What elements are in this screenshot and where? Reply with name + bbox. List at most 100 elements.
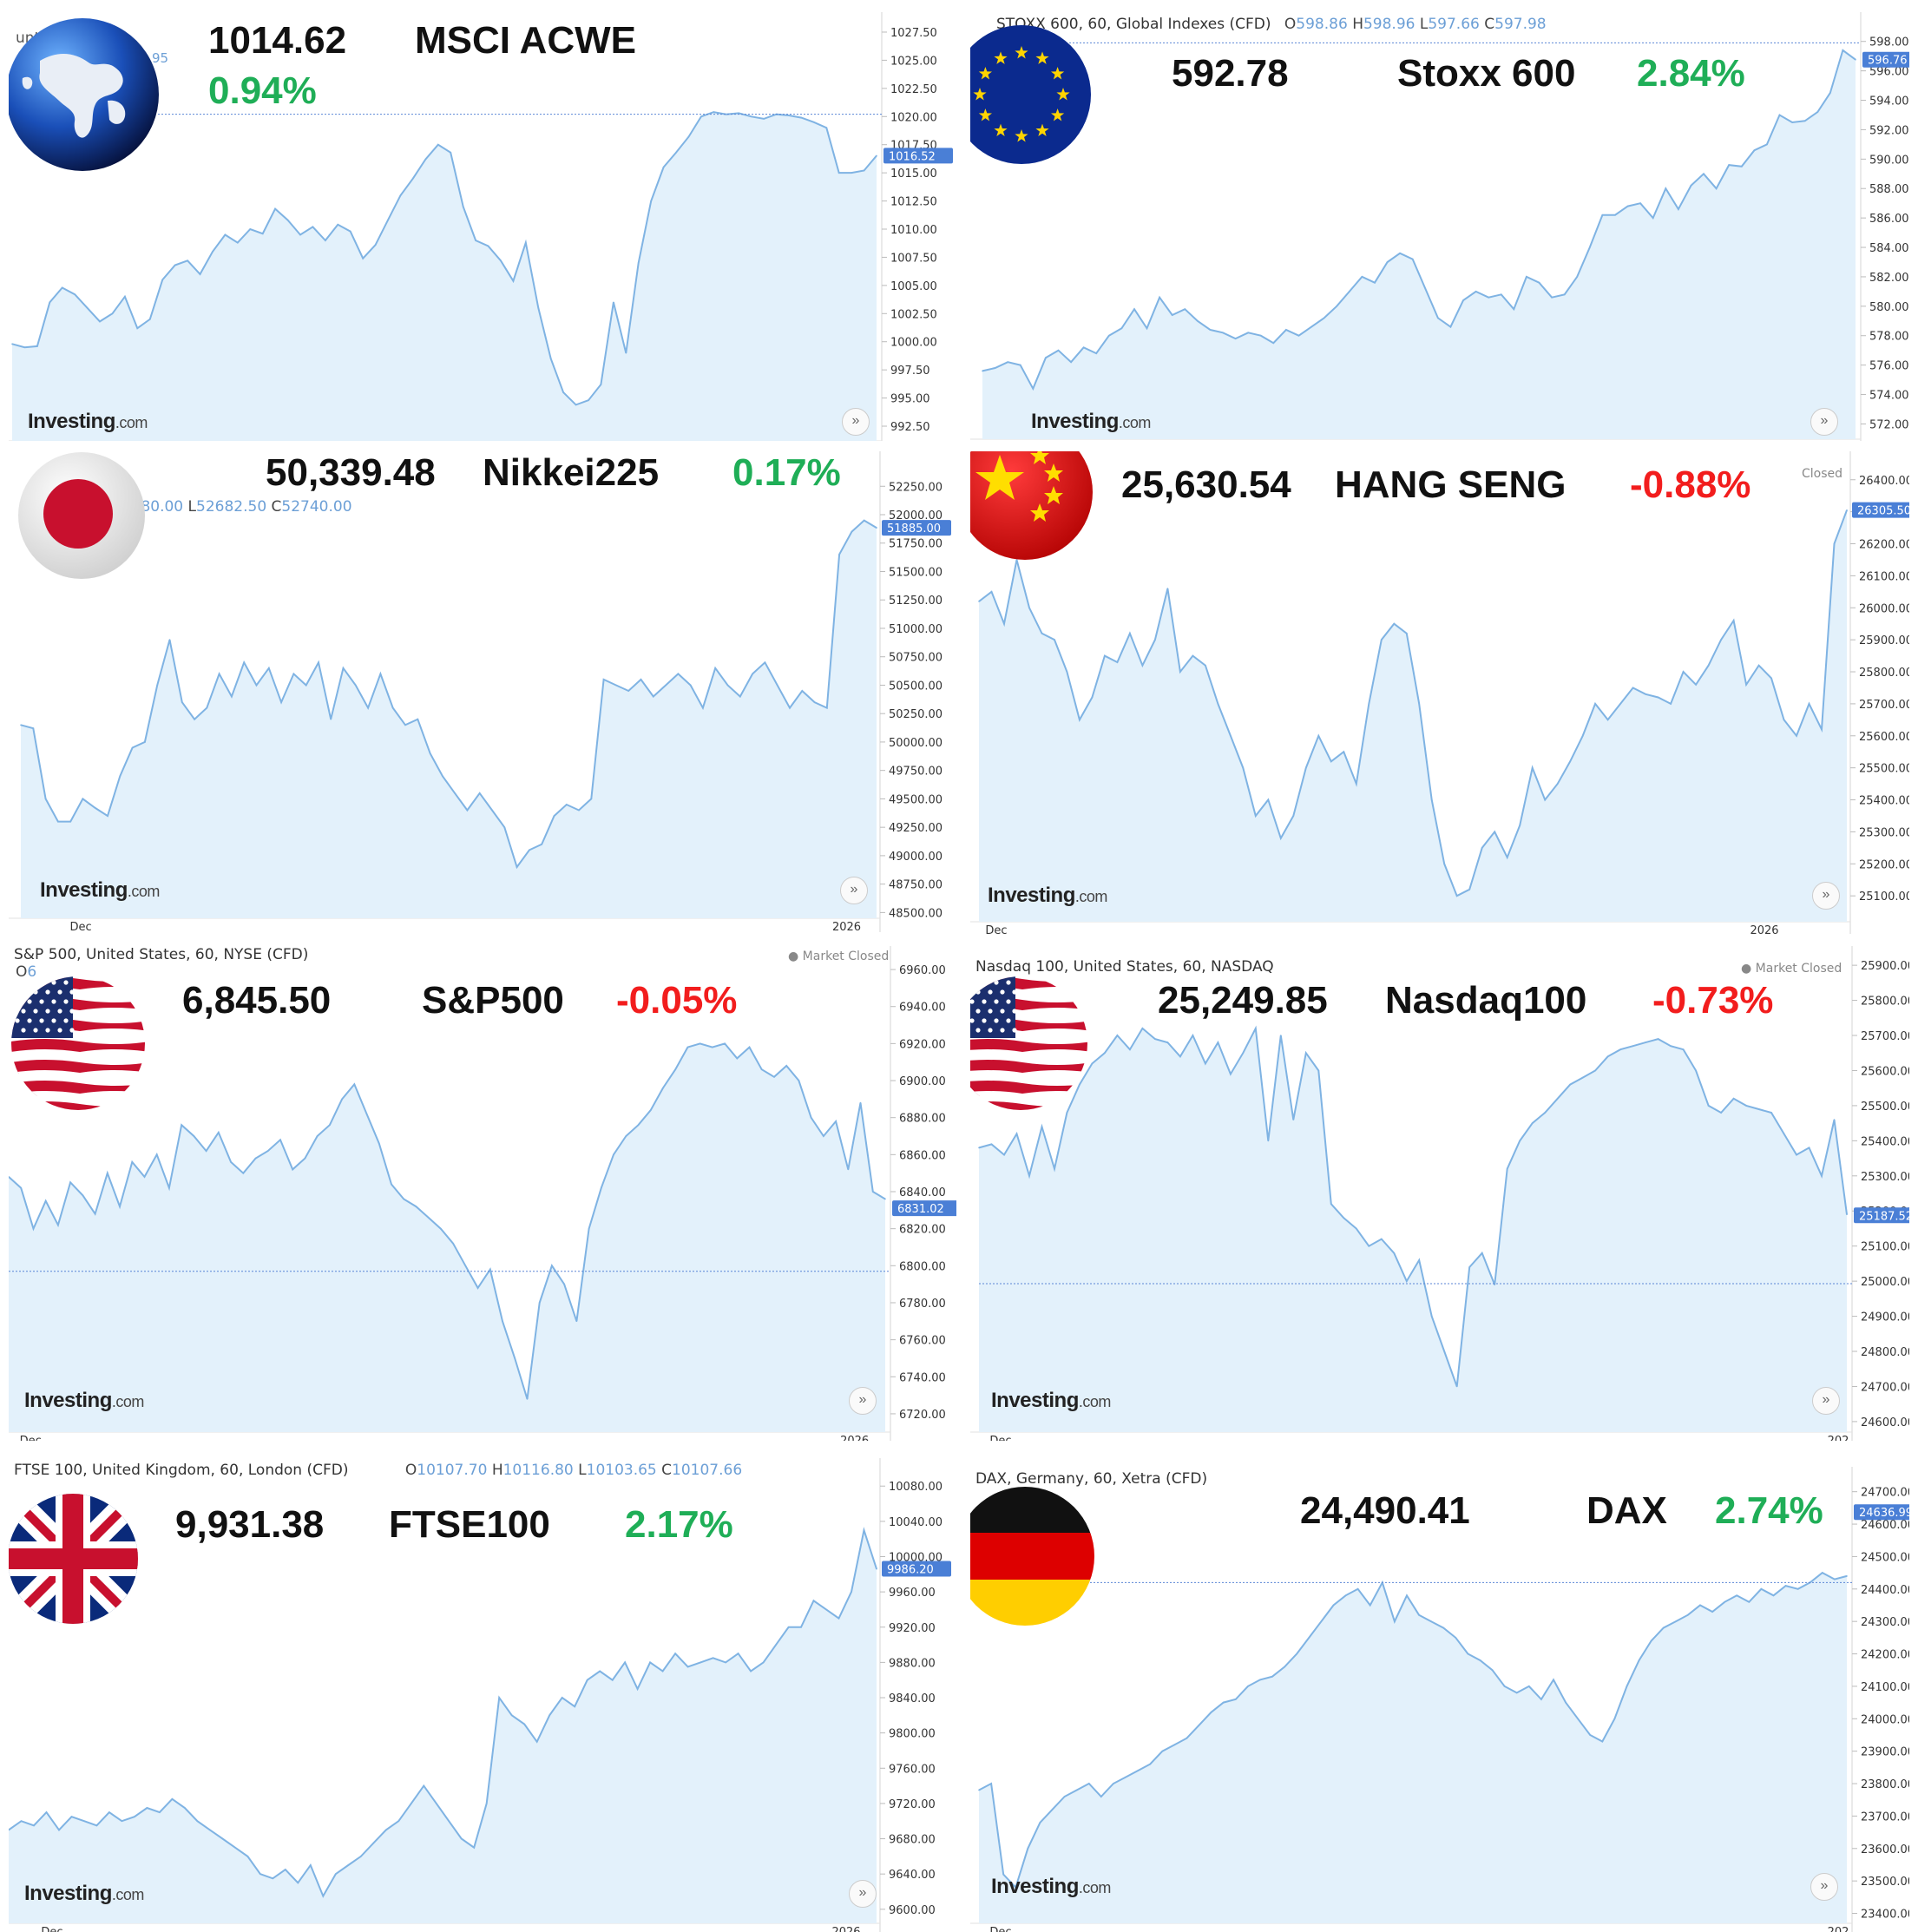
data-point bbox=[9, 1829, 10, 1831]
data-point bbox=[367, 706, 369, 709]
data-point bbox=[1210, 1712, 1212, 1713]
data-point bbox=[70, 1816, 73, 1817]
chart-header-text: DAX, Germany, 60, Xetra (CFD) bbox=[975, 1470, 1208, 1488]
data-point bbox=[310, 1864, 312, 1866]
series-area bbox=[12, 112, 877, 441]
data-point bbox=[108, 1811, 110, 1813]
data-point bbox=[1356, 1588, 1359, 1590]
data-point bbox=[57, 1224, 59, 1226]
us-star bbox=[994, 999, 999, 1004]
data-point bbox=[689, 684, 692, 687]
data-point bbox=[1381, 639, 1383, 641]
chart-nikkei: 52250.00 52000.00 51750.00 51500.00 51250.00… bbox=[9, 451, 951, 934]
index-price: 25,249.85 bbox=[1158, 979, 1328, 1022]
data-point bbox=[563, 1283, 565, 1285]
data-point bbox=[613, 301, 614, 304]
x-tick-label: Dec bbox=[989, 1435, 1011, 1441]
data-point bbox=[500, 260, 502, 262]
index-name: Nikkei225 bbox=[483, 451, 660, 494]
data-point bbox=[601, 1186, 602, 1189]
index-name: DAX bbox=[1586, 1489, 1667, 1532]
data-point bbox=[279, 1139, 281, 1141]
eu-star bbox=[1015, 46, 1028, 59]
data-point bbox=[1657, 696, 1659, 699]
data-point bbox=[602, 679, 605, 680]
data-point bbox=[1699, 1604, 1701, 1607]
data-point bbox=[726, 113, 727, 115]
uk-flag-icon bbox=[9, 1493, 139, 1625]
data-point bbox=[825, 1608, 827, 1611]
data-point bbox=[1501, 293, 1502, 296]
scroll-forward-button[interactable]: » bbox=[1810, 1873, 1838, 1901]
panel-ftse: 10080.00 10040.00 10000.00 9960.00 9920.00 98… bbox=[9, 1458, 956, 1932]
scroll-forward-button[interactable]: » bbox=[842, 408, 870, 436]
data-point bbox=[304, 1157, 306, 1160]
data-point bbox=[1230, 1073, 1232, 1075]
data-point bbox=[510, 1714, 513, 1717]
data-point bbox=[712, 1657, 714, 1659]
data-point bbox=[1563, 293, 1566, 296]
y-tick-label: 25500.00 bbox=[1861, 1101, 1909, 1114]
data-point bbox=[825, 127, 828, 128]
data-point bbox=[525, 241, 527, 244]
data-point bbox=[1399, 253, 1401, 254]
data-point bbox=[473, 1846, 475, 1849]
us-star bbox=[69, 1028, 75, 1033]
data-point bbox=[184, 1807, 186, 1809]
scroll-forward-button[interactable]: » bbox=[840, 877, 868, 904]
data-point bbox=[1271, 1675, 1273, 1678]
data-point bbox=[1796, 735, 1797, 737]
chart-header-text: STOXX 600, 60, Global Indexes (CFD) bbox=[996, 16, 1271, 33]
data-point bbox=[1855, 58, 1856, 61]
data-point bbox=[665, 684, 667, 687]
us-star bbox=[21, 989, 26, 995]
data-point bbox=[1015, 1133, 1018, 1135]
scroll-forward-button[interactable]: » bbox=[849, 1387, 877, 1415]
scroll-forward-button[interactable]: » bbox=[1812, 1387, 1840, 1415]
scroll-forward-button[interactable]: » bbox=[1810, 408, 1838, 436]
y-tick-label: 9760.00 bbox=[889, 1763, 936, 1776]
data-point bbox=[378, 1142, 380, 1145]
data-point bbox=[1430, 1620, 1432, 1622]
y-tick-label: 51250.00 bbox=[889, 595, 943, 608]
y-tick-label: 6900.00 bbox=[899, 1075, 946, 1088]
y-tick-label: 25600.00 bbox=[1861, 1065, 1909, 1078]
chart-header: S&P 500, United States, 60, NYSE (CFD) bbox=[14, 946, 308, 963]
data-point bbox=[566, 804, 568, 805]
data-point bbox=[750, 1670, 752, 1672]
data-point bbox=[442, 775, 443, 777]
data-point bbox=[662, 1087, 664, 1089]
y-tick-label: 50000.00 bbox=[889, 737, 943, 750]
data-point bbox=[234, 1846, 236, 1849]
us-star bbox=[994, 1018, 999, 1023]
data-point bbox=[82, 798, 84, 800]
y-tick-label: 1002.50 bbox=[890, 308, 937, 321]
data-point bbox=[498, 1697, 500, 1699]
data-point bbox=[1133, 308, 1135, 311]
data-point bbox=[1129, 1048, 1131, 1050]
y-tick-label: 25400.00 bbox=[1861, 1135, 1909, 1148]
data-point bbox=[171, 1798, 174, 1800]
data-point bbox=[1054, 639, 1055, 641]
scroll-forward-button[interactable]: » bbox=[1812, 882, 1840, 910]
data-point bbox=[575, 404, 577, 406]
scroll-forward-button[interactable]: » bbox=[849, 1880, 877, 1908]
data-point bbox=[1374, 281, 1376, 284]
data-point bbox=[1589, 246, 1591, 248]
data-point bbox=[1506, 857, 1508, 858]
data-point bbox=[460, 1837, 463, 1840]
series-line bbox=[978, 1025, 1848, 1387]
y-tick-label: 6760.00 bbox=[899, 1335, 946, 1348]
data-point bbox=[224, 233, 227, 236]
data-point bbox=[1418, 1259, 1420, 1261]
last-price-tag bbox=[1862, 51, 1909, 68]
data-point bbox=[649, 1109, 652, 1111]
x-tick-label: Dec bbox=[69, 921, 91, 934]
data-point bbox=[859, 1101, 862, 1104]
data-point bbox=[261, 233, 264, 234]
data-point bbox=[391, 706, 394, 709]
data-point bbox=[872, 1191, 874, 1193]
y-tick-label: 26100.00 bbox=[1859, 570, 1909, 583]
data-point bbox=[537, 307, 540, 309]
data-point bbox=[1356, 1227, 1357, 1230]
